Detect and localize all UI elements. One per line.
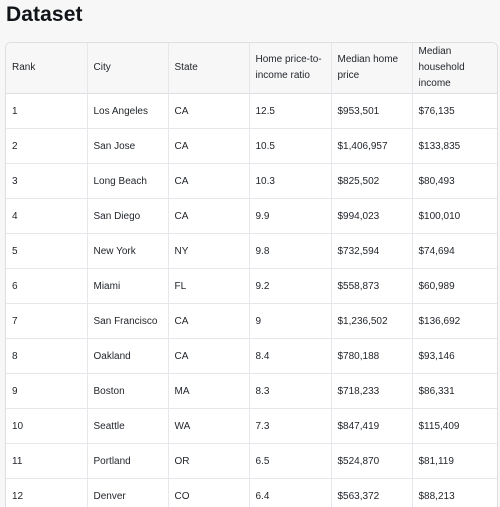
state-cell: CA	[168, 198, 250, 234]
table-row[interactable]: 10 Seattle WA 7.3 $847,419 $115,409	[6, 408, 497, 444]
table-row[interactable]: 2 San Jose CA 10.5 $1,406,957 $133,835	[6, 128, 497, 164]
ratio-cell: 9.2	[249, 268, 332, 304]
income-cell: $76,135	[412, 93, 497, 129]
home-price-cell: $953,501	[331, 93, 413, 129]
income-cell: $60,989	[412, 268, 497, 304]
city-cell: Miami	[87, 268, 169, 304]
income-cell: $80,493	[412, 163, 497, 199]
table-row[interactable]: 3 Long Beach CA 10.3 $825,502 $80,493	[6, 163, 497, 199]
table-row[interactable]: 1 Los Angeles CA 12.5 $953,501 $76,135	[6, 93, 497, 129]
rank-cell: 3	[6, 163, 88, 199]
column-header-ratio[interactable]: Home price-to-income ratio	[249, 43, 332, 94]
table-row[interactable]: 6 Miami FL 9.2 $558,873 $60,989	[6, 268, 497, 304]
income-cell: $93,146	[412, 338, 497, 374]
table-row[interactable]: 8 Oakland CA 8.4 $780,188 $93,146	[6, 338, 497, 374]
rank-cell: 5	[6, 233, 88, 269]
table-row[interactable]: 7 San Francisco CA 9 $1,236,502 $136,692	[6, 303, 497, 339]
state-cell: OR	[168, 443, 250, 479]
rank-cell: 12	[6, 478, 88, 507]
home-price-cell: $732,594	[331, 233, 413, 269]
income-cell: $81,119	[412, 443, 497, 479]
page-title: Dataset	[6, 3, 83, 26]
city-cell: Portland	[87, 443, 169, 479]
city-cell: New York	[87, 233, 169, 269]
rank-cell: 8	[6, 338, 88, 374]
ratio-cell: 6.4	[249, 478, 332, 507]
column-header-state[interactable]: State	[168, 43, 250, 94]
rank-cell: 6	[6, 268, 88, 304]
state-cell: MA	[168, 373, 250, 409]
income-cell: $86,331	[412, 373, 497, 409]
city-cell: Denver	[87, 478, 169, 507]
ratio-cell: 10.5	[249, 128, 332, 164]
rank-cell: 9	[6, 373, 88, 409]
income-cell: $100,010	[412, 198, 497, 234]
city-cell: Seattle	[87, 408, 169, 444]
home-price-cell: $825,502	[331, 163, 413, 199]
column-header-median-home-price[interactable]: Median home price	[331, 43, 413, 94]
state-cell: CA	[168, 93, 250, 129]
state-cell: CO	[168, 478, 250, 507]
state-cell: CA	[168, 303, 250, 339]
city-cell: San Francisco	[87, 303, 169, 339]
dataset-table-container[interactable]: Rank City State Home price-to-income rat…	[5, 42, 498, 507]
income-cell: $136,692	[412, 303, 497, 339]
table-body: 1 Los Angeles CA 12.5 $953,501 $76,135 2 San Jo…	[6, 93, 497, 507]
city-cell: San Diego	[87, 198, 169, 234]
home-price-cell: $780,188	[331, 338, 413, 374]
dataset-table: Rank City State Home price-to-income rat…	[6, 43, 497, 507]
ratio-cell: 10.3	[249, 163, 332, 199]
home-price-cell: $524,870	[331, 443, 413, 479]
rank-cell: 2	[6, 128, 88, 164]
home-price-cell: $1,406,957	[331, 128, 413, 164]
state-cell: WA	[168, 408, 250, 444]
home-price-cell: $563,372	[331, 478, 413, 507]
ratio-cell: 9.9	[249, 198, 332, 234]
table-row[interactable]: 12 Denver CO 6.4 $563,372 $88,213	[6, 478, 497, 507]
table-header: Rank City State Home price-to-income rat…	[6, 43, 497, 94]
state-cell: CA	[168, 338, 250, 374]
city-cell: Boston	[87, 373, 169, 409]
home-price-cell: $558,873	[331, 268, 413, 304]
ratio-cell: 6.5	[249, 443, 332, 479]
ratio-cell: 7.3	[249, 408, 332, 444]
table-row[interactable]: 9 Boston MA 8.3 $718,233 $86,331	[6, 373, 497, 409]
state-cell: CA	[168, 128, 250, 164]
state-cell: FL	[168, 268, 250, 304]
column-header-rank[interactable]: Rank	[6, 43, 88, 94]
home-price-cell: $1,236,502	[331, 303, 413, 339]
rank-cell: 10	[6, 408, 88, 444]
city-cell: Oakland	[87, 338, 169, 374]
state-cell: CA	[168, 163, 250, 199]
home-price-cell: $847,419	[331, 408, 413, 444]
state-cell: NY	[168, 233, 250, 269]
city-cell: Long Beach	[87, 163, 169, 199]
rank-cell: 7	[6, 303, 88, 339]
rank-cell: 4	[6, 198, 88, 234]
table-row[interactable]: 5 New York NY 9.8 $732,594 $74,694	[6, 233, 497, 269]
ratio-cell: 9.8	[249, 233, 332, 269]
ratio-cell: 9	[249, 303, 332, 339]
header-row: Rank City State Home price-to-income rat…	[6, 43, 497, 94]
ratio-cell: 8.3	[249, 373, 332, 409]
rank-cell: 1	[6, 93, 88, 129]
income-cell: $74,694	[412, 233, 497, 269]
table-row[interactable]: 4 San Diego CA 9.9 $994,023 $100,010	[6, 198, 497, 234]
city-cell: San Jose	[87, 128, 169, 164]
rank-cell: 11	[6, 443, 88, 479]
income-cell: $133,835	[412, 128, 497, 164]
income-cell: $115,409	[412, 408, 497, 444]
column-header-city[interactable]: City	[87, 43, 169, 94]
ratio-cell: 8.4	[249, 338, 332, 374]
ratio-cell: 12.5	[249, 93, 332, 129]
table-row[interactable]: 11 Portland OR 6.5 $524,870 $81,119	[6, 443, 497, 479]
city-cell: Los Angeles	[87, 93, 169, 129]
column-header-median-household-income[interactable]: Median household income	[412, 43, 497, 94]
income-cell: $88,213	[412, 478, 497, 507]
home-price-cell: $994,023	[331, 198, 413, 234]
home-price-cell: $718,233	[331, 373, 413, 409]
